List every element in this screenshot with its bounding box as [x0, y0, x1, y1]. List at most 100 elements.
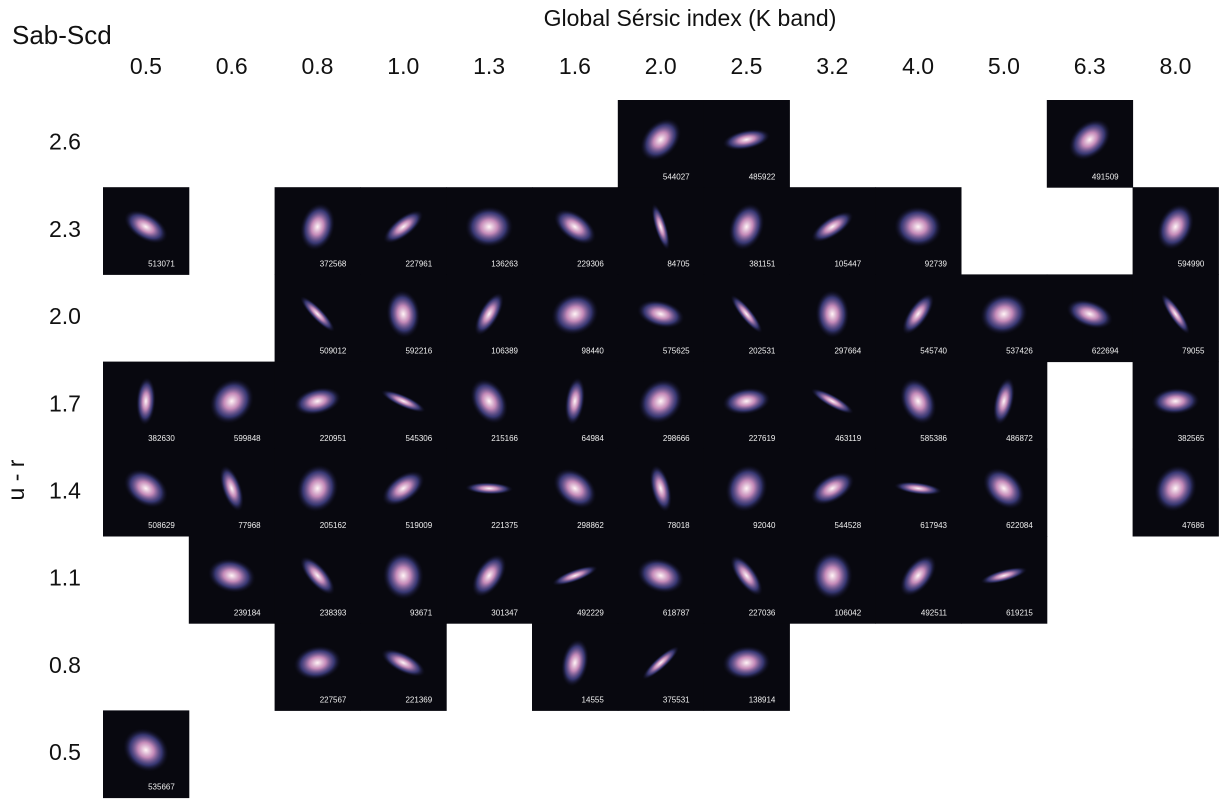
- galaxy-cell: 509012: [274, 274, 361, 363]
- galaxy: [381, 648, 426, 677]
- object-id: 138914: [749, 696, 776, 705]
- galaxy-cell: 619215: [961, 536, 1048, 624]
- object-id: 106042: [834, 608, 861, 617]
- object-id: 239184: [234, 608, 261, 617]
- galaxy: [637, 558, 685, 594]
- galaxy: [382, 551, 424, 600]
- galaxy-cell: 47686: [1132, 448, 1219, 537]
- object-id: 47686: [1182, 521, 1205, 530]
- column-label: 4.0: [902, 53, 934, 79]
- object-id: 105447: [834, 260, 861, 269]
- galaxy-cell: 575625: [617, 274, 705, 363]
- object-id: 508629: [148, 521, 175, 530]
- galaxy: [894, 206, 943, 248]
- galaxy: [300, 556, 335, 595]
- object-id: 227961: [405, 260, 432, 269]
- object-id: 79055: [1182, 347, 1205, 356]
- galaxy-cell: 618787: [617, 536, 705, 624]
- object-id: 381151: [749, 260, 776, 269]
- galaxy: [219, 465, 244, 512]
- row-label: 0.8: [49, 652, 81, 678]
- galaxy: [136, 377, 156, 426]
- object-id: 106389: [491, 347, 518, 356]
- galaxy: [728, 203, 765, 251]
- galaxy-cell: 463119: [789, 361, 876, 450]
- galaxy: [123, 728, 169, 772]
- galaxy-cell: 92739: [875, 187, 962, 275]
- galaxy-cell: 136263: [446, 187, 533, 275]
- galaxy: [983, 467, 1025, 509]
- galaxy: [1066, 299, 1113, 329]
- galaxy-cell: 545306: [360, 361, 447, 450]
- galaxy-cell: 238393: [274, 536, 361, 624]
- object-id: 229306: [577, 260, 604, 269]
- galaxy: [642, 646, 679, 680]
- galaxy-cell: 106389: [446, 274, 533, 363]
- galaxy-cell: 220951: [274, 361, 361, 450]
- object-id: 98440: [582, 347, 605, 356]
- object-id: 463119: [835, 434, 862, 443]
- object-id: 622084: [1006, 521, 1033, 530]
- galaxy: [551, 293, 599, 335]
- galaxy-cell: 382565: [1132, 361, 1219, 450]
- galaxy-cell: 106042: [789, 536, 876, 624]
- galaxy: [1161, 293, 1190, 335]
- row-label: 1.4: [49, 477, 81, 503]
- object-id: 537426: [1006, 347, 1033, 356]
- galaxy-cell: 594990: [1132, 187, 1219, 275]
- column-label: 2.5: [731, 53, 763, 79]
- object-id: 594990: [1178, 260, 1205, 269]
- object-id: 221375: [491, 521, 518, 530]
- galaxy-cell: 205162: [274, 448, 361, 537]
- galaxy-cell: 298666: [617, 361, 705, 450]
- object-id: 382630: [148, 434, 175, 443]
- object-id: 221369: [405, 696, 432, 705]
- object-id: 486872: [1006, 434, 1033, 443]
- galaxy-cell: 375531: [617, 623, 705, 711]
- object-id: 622694: [1092, 347, 1119, 356]
- galaxy: [637, 299, 685, 329]
- galaxy: [811, 551, 853, 600]
- object-id: 227567: [320, 696, 347, 705]
- galaxy-cell: 508629: [103, 448, 190, 537]
- galaxy-cell: 138914: [703, 623, 790, 711]
- galaxy: [815, 290, 850, 338]
- galaxy: [300, 203, 335, 251]
- galaxy: [561, 639, 589, 687]
- galaxy-cell: 92040: [703, 448, 790, 537]
- galaxy: [638, 378, 683, 424]
- galaxy: [993, 377, 1015, 425]
- galaxy-cell: 485922: [703, 100, 790, 188]
- galaxy-cell: 298862: [532, 448, 619, 537]
- object-id: 227036: [749, 608, 776, 617]
- galaxy: [553, 468, 597, 509]
- galaxy-cell: 592216: [360, 274, 447, 363]
- column-label: 1.6: [559, 53, 591, 79]
- object-id: 492229: [577, 608, 604, 617]
- object-id: 92739: [925, 260, 948, 269]
- galaxy-cell: 79055: [1132, 274, 1219, 363]
- galaxy-cell: 202531: [703, 274, 790, 363]
- row-label: 0.5: [49, 739, 81, 765]
- object-id: 544027: [663, 172, 690, 181]
- galaxy-cell: 381151: [703, 187, 790, 275]
- object-id: 84705: [667, 260, 690, 269]
- galaxy: [722, 129, 771, 151]
- row-label: 1.7: [49, 390, 81, 416]
- x-axis-label: Global Sérsic index (K band): [544, 5, 837, 31]
- y-axis-label: u - r: [3, 459, 29, 500]
- object-id: 382565: [1178, 434, 1205, 443]
- galaxy-cell: 372568: [274, 187, 361, 275]
- galaxy-cell: 93671: [360, 536, 447, 624]
- column-label: 1.0: [387, 53, 419, 79]
- galaxy: [383, 210, 424, 244]
- object-id: 297664: [834, 347, 861, 356]
- galaxy-cell: 513071: [103, 187, 190, 275]
- galaxy-cell: 227567: [274, 623, 361, 711]
- object-id: 298862: [577, 521, 604, 530]
- column-label: 0.6: [216, 53, 248, 79]
- galaxy: [651, 203, 670, 250]
- galaxy-cell: 297664: [789, 274, 876, 363]
- column-label: 2.0: [645, 53, 677, 79]
- galaxy-cell: 227961: [360, 187, 447, 275]
